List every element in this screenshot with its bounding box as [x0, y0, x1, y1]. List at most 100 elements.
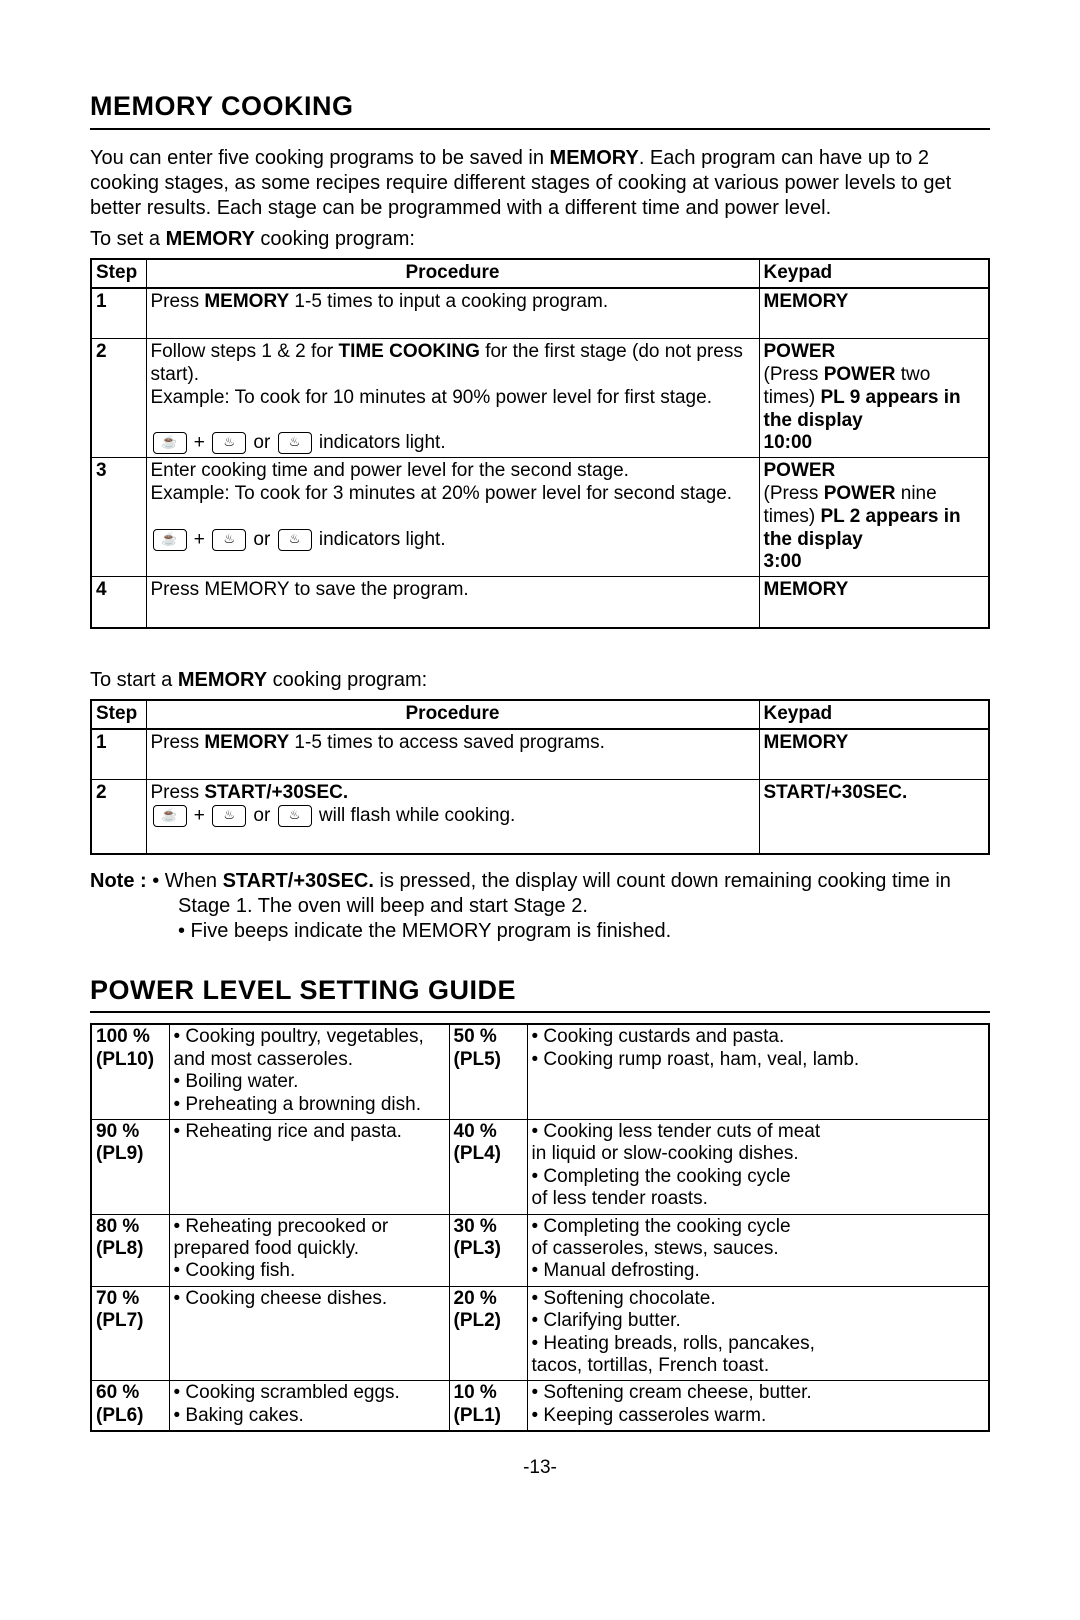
header-keypad: Keypad — [759, 259, 989, 288]
cell-procedure: Press MEMORY 1-5 times to access saved p… — [146, 729, 759, 780]
text: Follow steps 1 & 2 for — [151, 341, 339, 362]
note-label: Note : — [90, 870, 152, 892]
text: (Press — [764, 483, 824, 504]
table-row: 1 Press MEMORY 1-5 times to input a cook… — [91, 288, 989, 339]
cell-procedure: Enter cooking time and power level for t… — [146, 458, 759, 577]
cell-procedure: Press MEMORY to save the program. — [146, 577, 759, 628]
text: cooking program: — [255, 228, 415, 250]
table-row: 80 %(PL8)• Reheating precooked or prepar… — [91, 1214, 989, 1286]
table-row: 2 Follow steps 1 & 2 for TIME COOKING fo… — [91, 339, 989, 458]
text-bold: MEMORY — [166, 228, 255, 250]
text: To set a — [90, 228, 166, 250]
text: indicators light. — [314, 529, 446, 550]
dish-icon: ☕ — [153, 432, 187, 454]
cell-level-left: 100 %(PL10) — [91, 1024, 169, 1119]
cell-desc-left: • Cooking poultry, vegetables, and most … — [169, 1024, 449, 1119]
table-row: 2 Press START/+30SEC. ☕ + ♨ or ♨ will fl… — [91, 780, 989, 854]
table-row: 60 %(PL6)• Cooking scrambled eggs. • Bak… — [91, 1381, 989, 1431]
wave-icon: ♨ — [212, 529, 246, 551]
text: • When — [152, 870, 222, 892]
cell-level-right: 50 %(PL5) — [449, 1024, 527, 1119]
cell-desc-left: • Cooking scrambled eggs. • Baking cakes… — [169, 1381, 449, 1431]
cell-step: 4 — [91, 577, 146, 628]
text: 1-5 times to access saved programs. — [289, 732, 605, 753]
cell-procedure: Follow steps 1 & 2 for TIME COOKING for … — [146, 339, 759, 458]
table-row: 3 Enter cooking time and power level for… — [91, 458, 989, 577]
cell-level-right: 40 %(PL4) — [449, 1119, 527, 1214]
header-step: Step — [91, 700, 146, 729]
cell-desc-left: • Reheating rice and pasta. — [169, 1119, 449, 1214]
text: Example: To cook for 3 minutes at 20% po… — [151, 483, 733, 504]
note-block: Note : • When START/+30SEC. is pressed, … — [90, 869, 990, 944]
header-procedure: Procedure — [146, 259, 759, 288]
text-bold: 3:00 — [764, 551, 802, 572]
cell-desc-left: • Cooking cheese dishes. — [169, 1286, 449, 1381]
cell-desc-right: • Cooking less tender cuts of meat in li… — [527, 1119, 989, 1214]
dish-icon: ☕ — [153, 529, 187, 551]
text: 1 — [96, 732, 107, 753]
section-title-memory: MEMORY COOKING — [90, 90, 990, 130]
wave-icon: ♨ — [278, 432, 312, 454]
table-row: 90 %(PL9)• Reheating rice and pasta.40 %… — [91, 1119, 989, 1214]
text-bold: POWER — [824, 483, 896, 504]
cell-keypad: MEMORY — [759, 288, 989, 339]
text: You can enter five cooking programs to b… — [90, 147, 550, 169]
cell-desc-right: • Softening chocolate. • Clarifying butt… — [527, 1286, 989, 1381]
cell-level-left: 90 %(PL9) — [91, 1119, 169, 1214]
text: Press — [151, 782, 205, 803]
text: (Press — [764, 364, 824, 385]
text: Press — [151, 732, 205, 753]
text-bold: 10:00 — [764, 432, 813, 453]
cell-desc-left: • Reheating precooked or prepared food q… — [169, 1214, 449, 1286]
header-procedure: Procedure — [146, 700, 759, 729]
cell-level-right: 20 %(PL2) — [449, 1286, 527, 1381]
text-bold: POWER — [764, 341, 836, 362]
cell-level-left: 80 %(PL8) — [91, 1214, 169, 1286]
cell-step: 2 — [91, 339, 146, 458]
cell-step: 1 — [91, 729, 146, 780]
table-header-row: Step Procedure Keypad — [91, 700, 989, 729]
cell-step: 2 — [91, 780, 146, 854]
cell-step: 1 — [91, 288, 146, 339]
text-bold: MEMORY — [764, 732, 849, 753]
text: Example: To cook for 10 minutes at 90% p… — [151, 387, 712, 408]
text: To start a — [90, 669, 178, 691]
wave-icon: ♨ — [212, 432, 246, 454]
text: 2 — [96, 782, 107, 803]
cell-keypad: POWER (Press POWER nine times) PL 2 appe… — [759, 458, 989, 577]
text: Press — [151, 291, 205, 312]
header-keypad: Keypad — [759, 700, 989, 729]
page-number: -13- — [90, 1456, 990, 1480]
text-bold: MEMORY — [764, 291, 849, 312]
text-bold: START/+30SEC. — [204, 782, 348, 803]
text: • Five beeps indicate the MEMORY program… — [90, 919, 990, 944]
text: 1 — [96, 291, 107, 312]
cell-desc-right: • Softening cream cheese, butter. • Keep… — [527, 1381, 989, 1431]
table-set-memory: Step Procedure Keypad 1 Press MEMORY 1-5… — [90, 258, 990, 629]
cell-step: 3 — [91, 458, 146, 577]
cell-level-left: 60 %(PL6) — [91, 1381, 169, 1431]
cell-level-right: 10 %(PL1) — [449, 1381, 527, 1431]
cell-keypad: START/+30SEC. — [759, 780, 989, 854]
text: 3 — [96, 460, 107, 481]
table-header-row: Step Procedure Keypad — [91, 259, 989, 288]
text-bold: MEMORY — [764, 579, 849, 600]
table-row: 100 %(PL10)• Cooking poultry, vegetables… — [91, 1024, 989, 1119]
cell-level-left: 70 %(PL7) — [91, 1286, 169, 1381]
table-row: 70 %(PL7)• Cooking cheese dishes.20 %(PL… — [91, 1286, 989, 1381]
cell-procedure: Press START/+30SEC. ☕ + ♨ or ♨ will flas… — [146, 780, 759, 854]
text-bold: TIME COOKING — [338, 341, 479, 362]
text-bold: MEMORY — [204, 732, 289, 753]
cell-keypad: MEMORY — [759, 577, 989, 628]
cell-keypad: MEMORY — [759, 729, 989, 780]
to-set-line: To set a MEMORY cooking program: — [90, 227, 990, 252]
dish-icon: ☕ — [153, 805, 187, 827]
wave-icon: ♨ — [278, 805, 312, 827]
table-start-memory: Step Procedure Keypad 1 Press MEMORY 1-5… — [90, 699, 990, 855]
text-bold: START/+30SEC. — [223, 870, 374, 892]
text: Press MEMORY to save the program. — [151, 579, 469, 600]
text: cooking program: — [267, 669, 427, 691]
text: 1-5 times to input a cooking program. — [289, 291, 608, 312]
to-start-line: To start a MEMORY cooking program: — [90, 668, 990, 693]
text: 2 — [96, 341, 107, 362]
